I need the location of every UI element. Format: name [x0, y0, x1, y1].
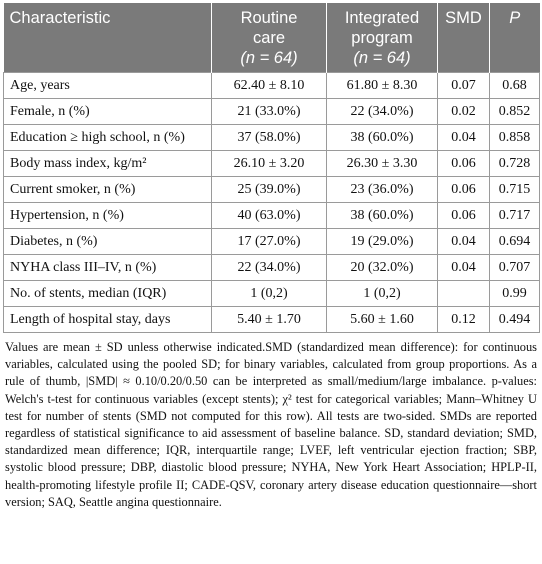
header-integrated-n: (n = 64) — [353, 49, 411, 67]
table-row: Female, n (%) 21 (33.0%) 22 (34.0%) 0.02 0.8… — [3, 98, 540, 125]
cell-smd: 0.06 — [437, 176, 490, 203]
header-integrated-line1: Integrated — [344, 9, 420, 27]
cell-characteristic: Length of hospital stay, days — [3, 306, 212, 333]
table-container: Characteristic Routine care (n = 64) Int… — [3, 3, 540, 511]
cell-p-value: 0.707 — [489, 254, 540, 281]
cell-characteristic: No. of stents, median (IQR) — [3, 280, 212, 307]
cell-characteristic: Education ≥ high school, n (%) — [3, 124, 212, 151]
cell-integrated-program: 61.80 ± 8.30 — [326, 72, 438, 99]
cell-smd: 0.06 — [437, 150, 490, 177]
cell-characteristic: Body mass index, kg/m² — [3, 150, 212, 177]
cell-routine-care: 26.10 ± 3.20 — [211, 150, 327, 177]
cell-p-value: 0.68 — [489, 72, 540, 99]
cell-p-value: 0.717 — [489, 202, 540, 229]
cell-integrated-program: 38 (60.0%) — [326, 124, 438, 151]
cell-routine-care: 1 (0,2) — [211, 280, 327, 307]
cell-p-value: 0.728 — [489, 150, 540, 177]
cell-p-value: 0.694 — [489, 228, 540, 255]
cell-p-value: 0.99 — [489, 280, 540, 307]
header-routine-care: Routine care (n = 64) — [211, 3, 327, 73]
cell-routine-care: 37 (58.0%) — [211, 124, 327, 151]
cell-routine-care: 17 (27.0%) — [211, 228, 327, 255]
header-smd: SMD — [437, 3, 490, 73]
header-routine-n: (n = 64) — [240, 49, 298, 67]
table-row: No. of stents, median (IQR) 1 (0,2) 1 (0,2… — [3, 280, 540, 307]
table-row: Length of hospital stay, days 5.40 ± 1.70… — [3, 306, 540, 333]
table-row: Education ≥ high school, n (%) 37 (58.0%)… — [3, 124, 540, 151]
cell-smd: 0.04 — [437, 124, 490, 151]
cell-integrated-program: 20 (32.0%) — [326, 254, 438, 281]
cell-characteristic: Female, n (%) — [3, 98, 212, 125]
table-row: Current smoker, n (%) 25 (39.0%) 23 (36.0%… — [3, 176, 540, 203]
header-p: P — [489, 3, 540, 73]
cell-characteristic: Current smoker, n (%) — [3, 176, 212, 203]
cell-integrated-program: 38 (60.0%) — [326, 202, 438, 229]
table-row: Age, years 62.40 ± 8.10 61.80 ± 8.30 0.07 0.… — [3, 72, 540, 99]
cell-integrated-program: 23 (36.0%) — [326, 176, 438, 203]
header-integrated-program: Integrated program (n = 64) — [326, 3, 438, 73]
cell-smd: 0.06 — [437, 202, 490, 229]
cell-integrated-program: 26.30 ± 3.30 — [326, 150, 438, 177]
cell-smd: 0.12 — [437, 306, 490, 333]
cell-p-value: 0.858 — [489, 124, 540, 151]
header-integrated-line2: program — [351, 29, 413, 47]
cell-characteristic: Hypertension, n (%) — [3, 202, 212, 229]
cell-integrated-program: 1 (0,2) — [326, 280, 438, 307]
cell-routine-care: 22 (34.0%) — [211, 254, 327, 281]
cell-p-value: 0.494 — [489, 306, 540, 333]
table-row: NYHA class III–IV, n (%) 22 (34.0%) 20 (32… — [3, 254, 540, 281]
cell-integrated-program: 5.60 ± 1.60 — [326, 306, 438, 333]
table-row: Body mass index, kg/m² 26.10 ± 3.20 26.30 … — [3, 150, 540, 177]
cell-integrated-program: 19 (29.0%) — [326, 228, 438, 255]
cell-routine-care: 62.40 ± 8.10 — [211, 72, 327, 99]
cell-smd — [437, 280, 490, 307]
cell-characteristic: NYHA class III–IV, n (%) — [3, 254, 212, 281]
cell-smd: 0.04 — [437, 254, 490, 281]
cell-smd: 0.07 — [437, 72, 490, 99]
header-characteristic: Characteristic — [3, 3, 212, 73]
cell-smd: 0.02 — [437, 98, 490, 125]
cell-characteristic: Diabetes, n (%) — [3, 228, 212, 255]
cell-characteristic: Age, years — [3, 72, 212, 99]
baseline-characteristics-table: Characteristic Routine care (n = 64) Int… — [3, 3, 540, 333]
cell-routine-care: 21 (33.0%) — [211, 98, 327, 125]
table-footnote: Values are mean ± SD unless otherwise in… — [5, 340, 537, 509]
header-routine-line1: Routine — [240, 9, 298, 27]
header-routine-line2: care — [252, 29, 286, 47]
cell-p-value: 0.852 — [489, 98, 540, 125]
cell-integrated-program: 22 (34.0%) — [326, 98, 438, 125]
table-row: Hypertension, n (%) 40 (63.0%) 38 (60.0%) 0… — [3, 202, 540, 229]
cell-smd: 0.04 — [437, 228, 490, 255]
cell-routine-care: 25 (39.0%) — [211, 176, 327, 203]
cell-p-value: 0.715 — [489, 176, 540, 203]
table-row: Diabetes, n (%) 17 (27.0%) 19 (29.0%) 0.04 0… — [3, 228, 540, 255]
cell-routine-care: 5.40 ± 1.70 — [211, 306, 327, 333]
cell-routine-care: 40 (63.0%) — [211, 202, 327, 229]
table-header-row: Characteristic Routine care (n = 64) Int… — [3, 3, 540, 73]
